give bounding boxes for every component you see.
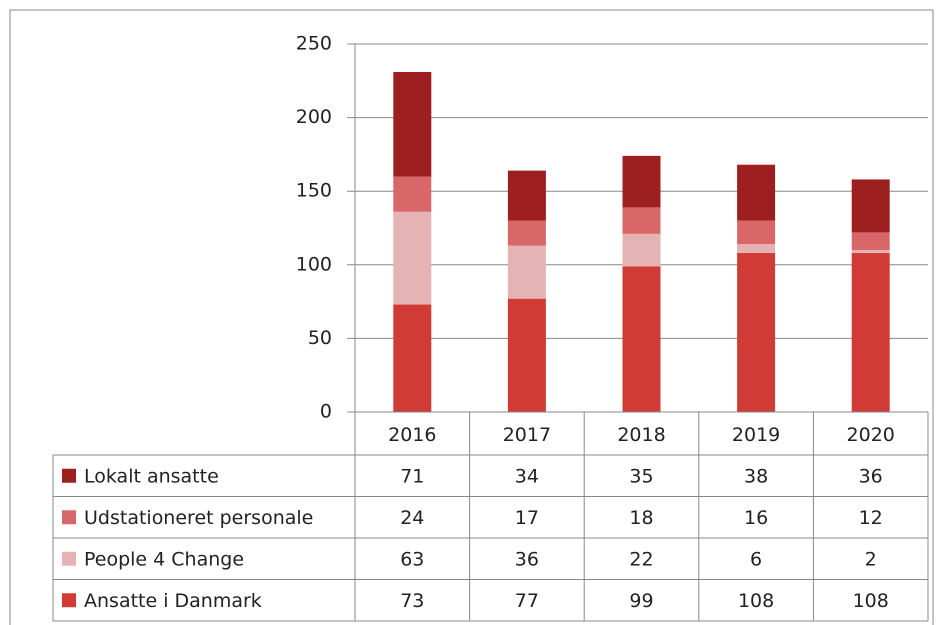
bar-segment (622, 207, 661, 234)
table-value: 36 (515, 548, 539, 570)
bar-segment (737, 220, 776, 245)
bar-segment (507, 170, 546, 221)
y-tick-label: 50 (308, 327, 332, 349)
table-value: 12 (859, 507, 883, 529)
bar-segment (737, 164, 776, 221)
table-value: 77 (515, 590, 539, 612)
y-tick-label: 250 (296, 33, 332, 55)
y-tick-label: 100 (296, 253, 332, 275)
bar-segment (737, 253, 776, 412)
bar-segment (851, 253, 890, 412)
bar-segment (851, 179, 890, 233)
table-value: 71 (400, 465, 424, 487)
bar-segment (507, 298, 546, 412)
y-tick-label: 200 (296, 106, 332, 128)
legend-label: Lokalt ansatte (84, 465, 219, 487)
bar-segment (393, 176, 432, 212)
x-tick-label: 2019 (732, 424, 780, 446)
table-value: 108 (738, 590, 774, 612)
legend-label: Udstationeret personale (84, 507, 313, 529)
bar-segment (393, 211, 432, 305)
bar-segment (622, 155, 661, 208)
table-value: 73 (400, 590, 424, 612)
legend-swatch (62, 468, 76, 483)
x-tick-label: 2017 (503, 424, 551, 446)
legend-swatch (62, 551, 76, 566)
bar-segment (737, 244, 776, 254)
bar-segment (507, 220, 546, 246)
table-value: 108 (853, 590, 889, 612)
y-tick-label: 0 (320, 401, 332, 423)
chart-frame (9, 9, 934, 625)
table-value: 34 (515, 465, 539, 487)
table-value: 63 (400, 548, 424, 570)
table-value: 18 (629, 507, 653, 529)
bar-segment (622, 233, 661, 267)
bar-segment (851, 250, 890, 254)
bar-segment (622, 266, 661, 412)
bar-segment (507, 245, 546, 299)
bar-segment (393, 304, 432, 412)
legend-label: People 4 Change (84, 548, 244, 570)
legend-swatch (62, 510, 76, 525)
table-value: 17 (515, 507, 539, 529)
table-value: 22 (629, 548, 653, 570)
legend-swatch (62, 593, 76, 608)
table-value: 2 (865, 548, 877, 570)
bar-segment (393, 71, 432, 177)
x-tick-label: 2016 (388, 424, 436, 446)
table-value: 35 (629, 465, 653, 487)
bar-segment (851, 232, 890, 251)
table-value: 99 (629, 590, 653, 612)
table-value: 24 (400, 507, 424, 529)
x-tick-label: 2020 (847, 424, 895, 446)
table-value: 36 (859, 465, 883, 487)
y-tick-label: 150 (296, 180, 332, 202)
table-value: 16 (744, 507, 768, 529)
table-value: 38 (744, 465, 768, 487)
table-value: 6 (750, 548, 762, 570)
x-tick-label: 2018 (617, 424, 665, 446)
legend-label: Ansatte i Danmark (84, 590, 262, 612)
